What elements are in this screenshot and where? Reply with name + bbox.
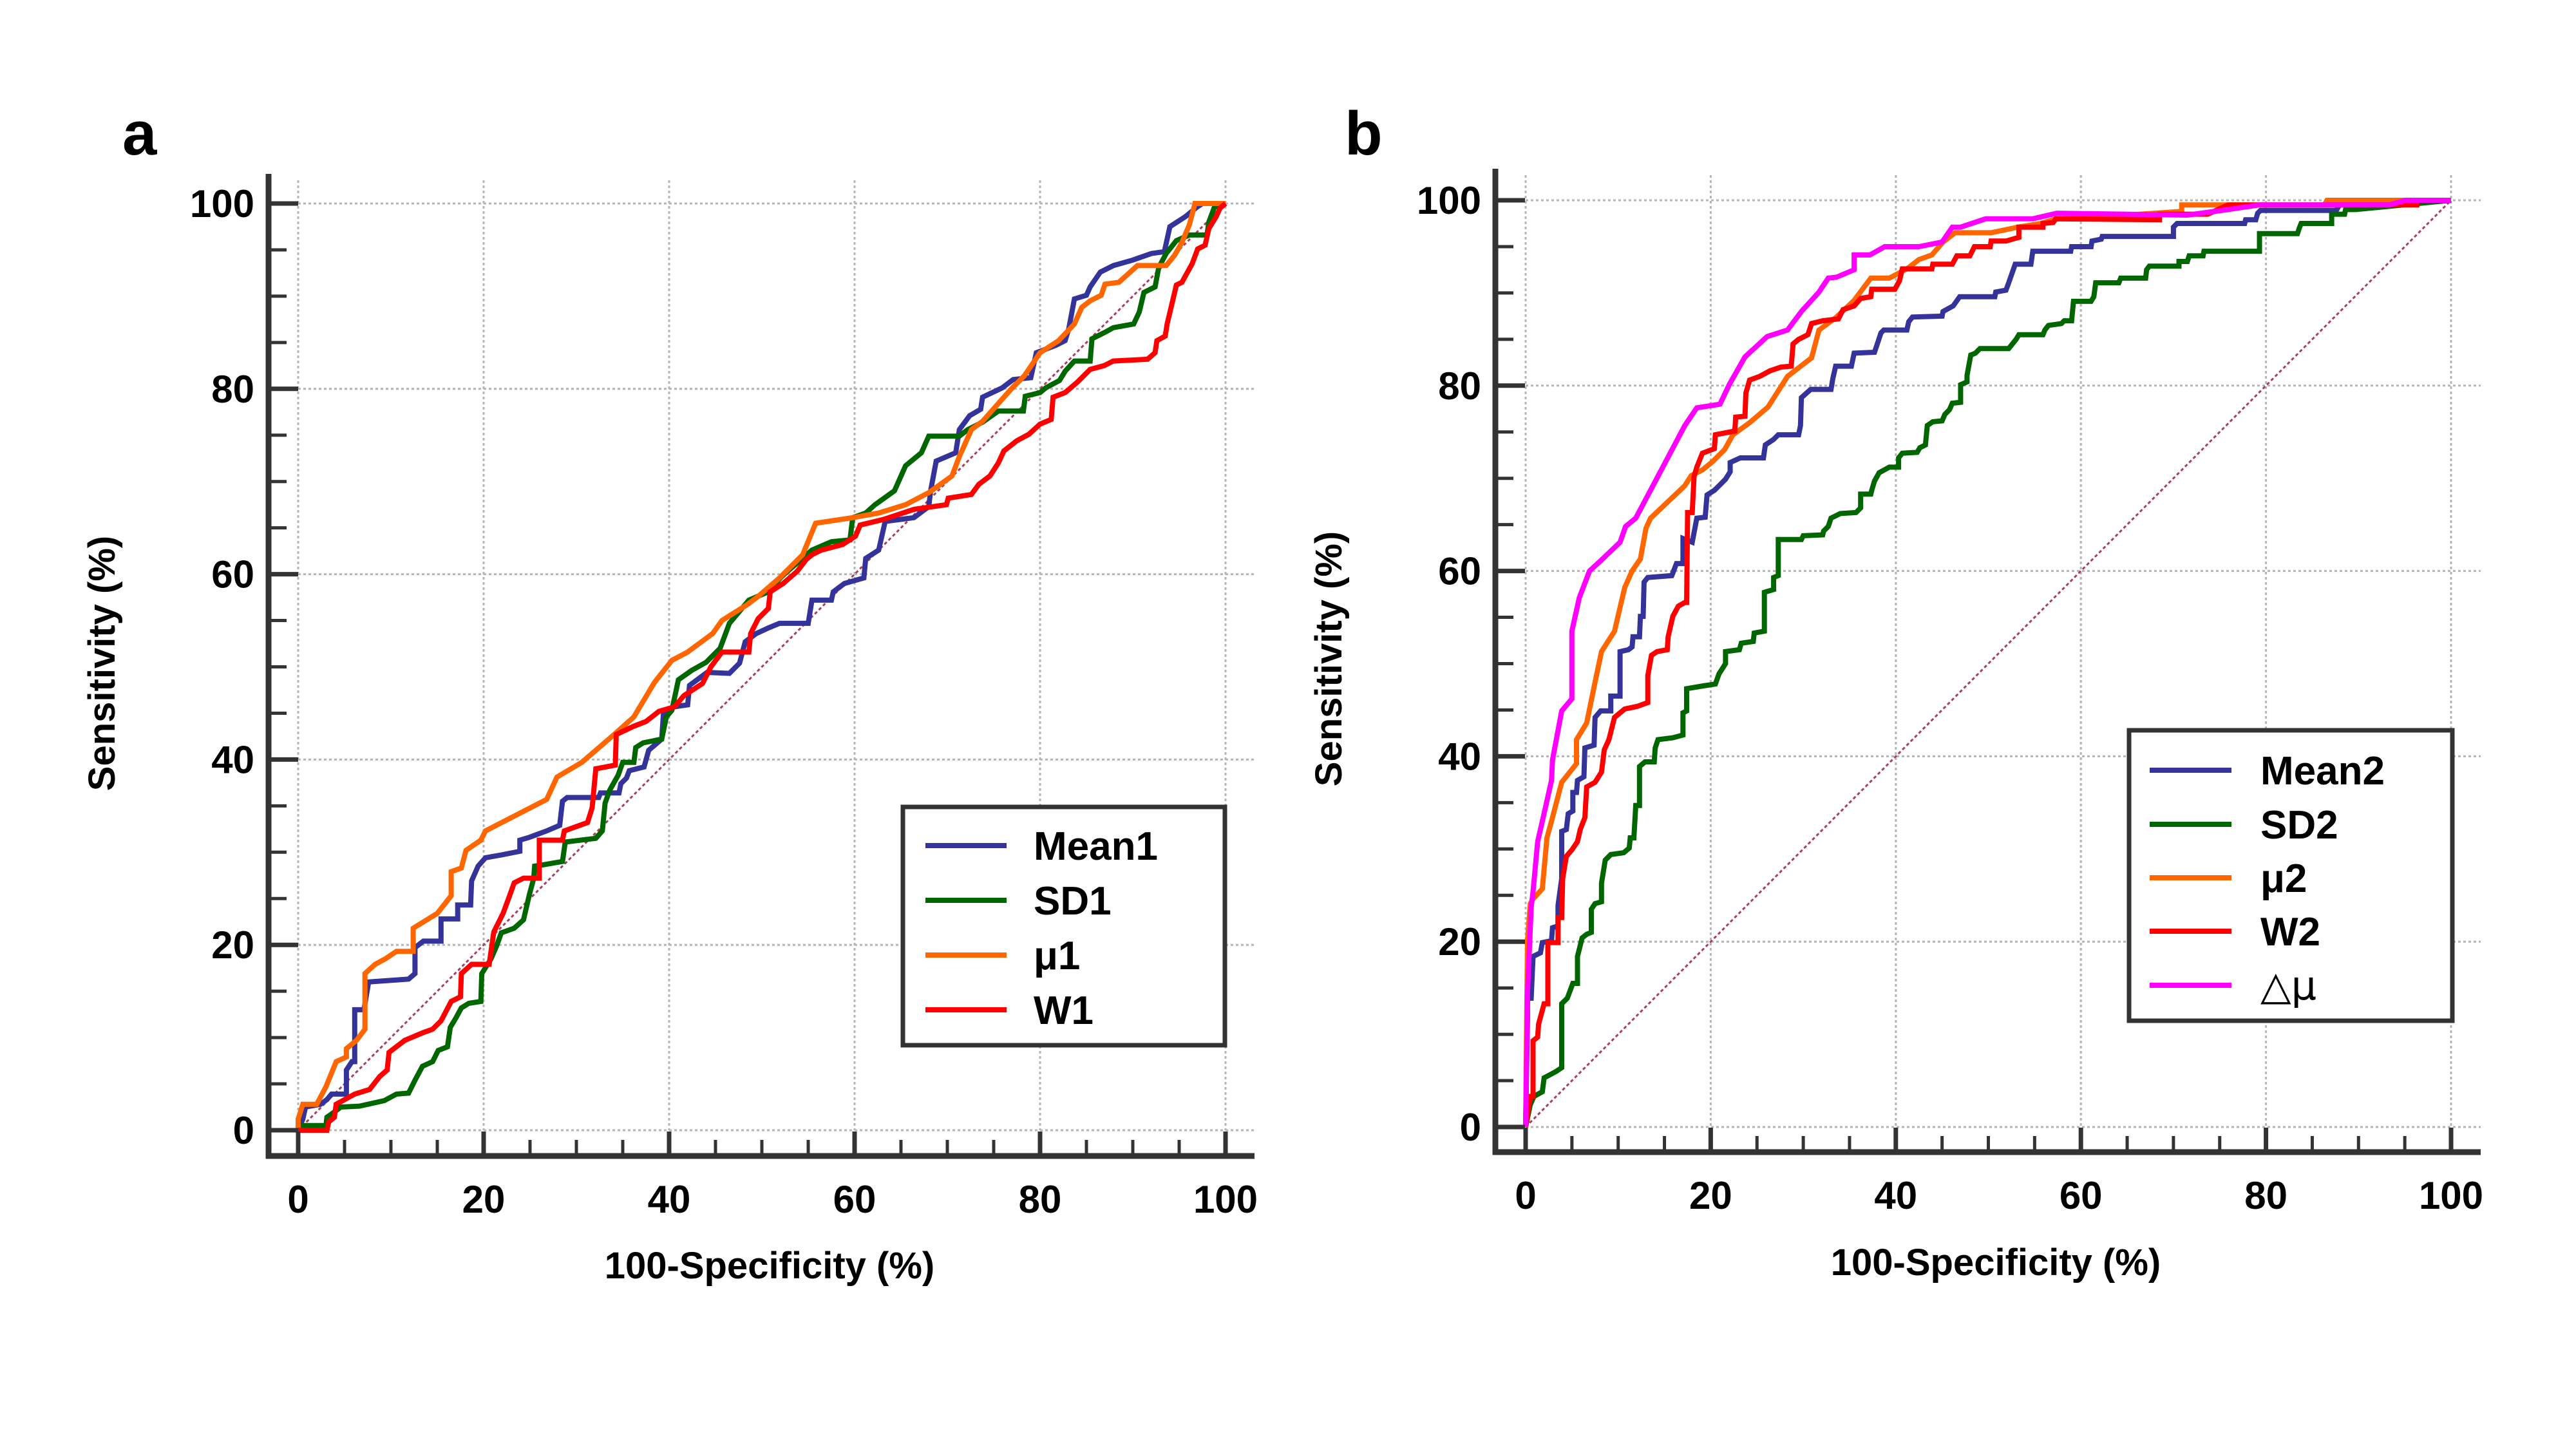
- y-tick-label: 0: [233, 1109, 254, 1152]
- y-tick-label: 80: [211, 368, 254, 411]
- y-tick-label: 40: [211, 738, 254, 781]
- x-tick-label: 20: [1689, 1174, 1732, 1217]
- x-tick-label: 20: [462, 1178, 506, 1221]
- x-tick-label: 80: [1019, 1178, 1062, 1221]
- x-tick-label: 0: [287, 1178, 308, 1221]
- curves-a: [296, 201, 1227, 1133]
- x-tick-labels-b: 0 20 40 60 80 100: [1515, 1174, 2483, 1217]
- roc-curve-sd1: [296, 201, 1227, 1130]
- x-tick-label: 80: [2244, 1174, 2287, 1217]
- panel-letter-a: a: [122, 99, 157, 168]
- y-tick-labels-b: 0 20 40 60 80 100: [1417, 179, 1481, 1149]
- legend-label-mean2: Mean2: [2260, 749, 2385, 793]
- y-tick-label: 20: [211, 923, 254, 967]
- x-tick-label: 40: [648, 1178, 691, 1221]
- legend-label-sd2: SD2: [2260, 803, 2338, 848]
- grid-a: [297, 180, 1255, 1132]
- panel-b: b 0 20 40 60 80 100 0 20 40 60 80 100 10…: [1308, 99, 2483, 1283]
- roc-curve-w2: [1523, 198, 2451, 1128]
- x-tick-labels-a: 0 20 40 60 80 100: [287, 1178, 1258, 1221]
- panel-letter-b: b: [1345, 99, 1383, 168]
- legend-label-w2: W2: [2260, 910, 2320, 954]
- x-tick-label: 60: [2060, 1174, 2103, 1217]
- y-axis-title-b: Sensitivity (%): [1308, 531, 1350, 786]
- legend-label-w1: W1: [1034, 989, 1094, 1033]
- y-tick-label: 80: [1438, 365, 1481, 408]
- x-tick-label: 60: [833, 1178, 876, 1221]
- y-tick-label: 20: [1438, 920, 1481, 963]
- reference-line-a: [297, 202, 1227, 1132]
- y-axis-title-a: Sensitivity (%): [81, 536, 123, 791]
- legend-label-sd1: SD1: [1034, 879, 1112, 923]
- panel-a: a 0 20 40 60 80 100 0 20 40 60 80 100 10…: [81, 99, 1258, 1287]
- x-axis-title-a: 100-Specificity (%): [605, 1245, 935, 1287]
- legend-label-mu1: μ1: [1034, 934, 1080, 978]
- x-axis-title-b: 100-Specificity (%): [1831, 1242, 2161, 1283]
- legend-label-mean1: Mean1: [1034, 824, 1158, 869]
- legend-a: Mean1 SD1 μ1 W1: [900, 804, 1227, 1048]
- y-tick-label: 60: [1438, 550, 1481, 593]
- x-tick-label: 0: [1515, 1174, 1536, 1217]
- roc-curve--1: [296, 201, 1226, 1130]
- roc-curve-sd2: [1523, 198, 2452, 1128]
- legend-b: Mean2 SD2 μ2 W2 △μ: [2126, 728, 2455, 1023]
- y-tick-label: 60: [211, 553, 254, 596]
- roc-curve-w1: [298, 201, 1227, 1133]
- x-tick-label: 100: [1193, 1178, 1258, 1221]
- y-tick-label: 100: [1417, 179, 1481, 222]
- x-tick-label: 40: [1874, 1174, 1917, 1217]
- roc-curve-mean2: [1523, 198, 2452, 1128]
- axes-b: [1492, 169, 2481, 1155]
- y-tick-labels-a: 0 20 40 60 80 100: [190, 182, 254, 1152]
- legend-label-mu2: μ2: [2260, 857, 2307, 901]
- legend-label-delta-mu: △μ: [2260, 962, 2316, 1009]
- y-tick-label: 40: [1438, 735, 1481, 778]
- curves-b: [1523, 198, 2452, 1128]
- reference-line-b: [1524, 199, 2452, 1128]
- y-tick-label: 0: [1460, 1106, 1481, 1149]
- y-tick-label: 100: [190, 182, 254, 225]
- axes-a: [265, 174, 1255, 1159]
- roc-curve--: [1523, 198, 2451, 1128]
- x-tick-label: 100: [2419, 1174, 2483, 1217]
